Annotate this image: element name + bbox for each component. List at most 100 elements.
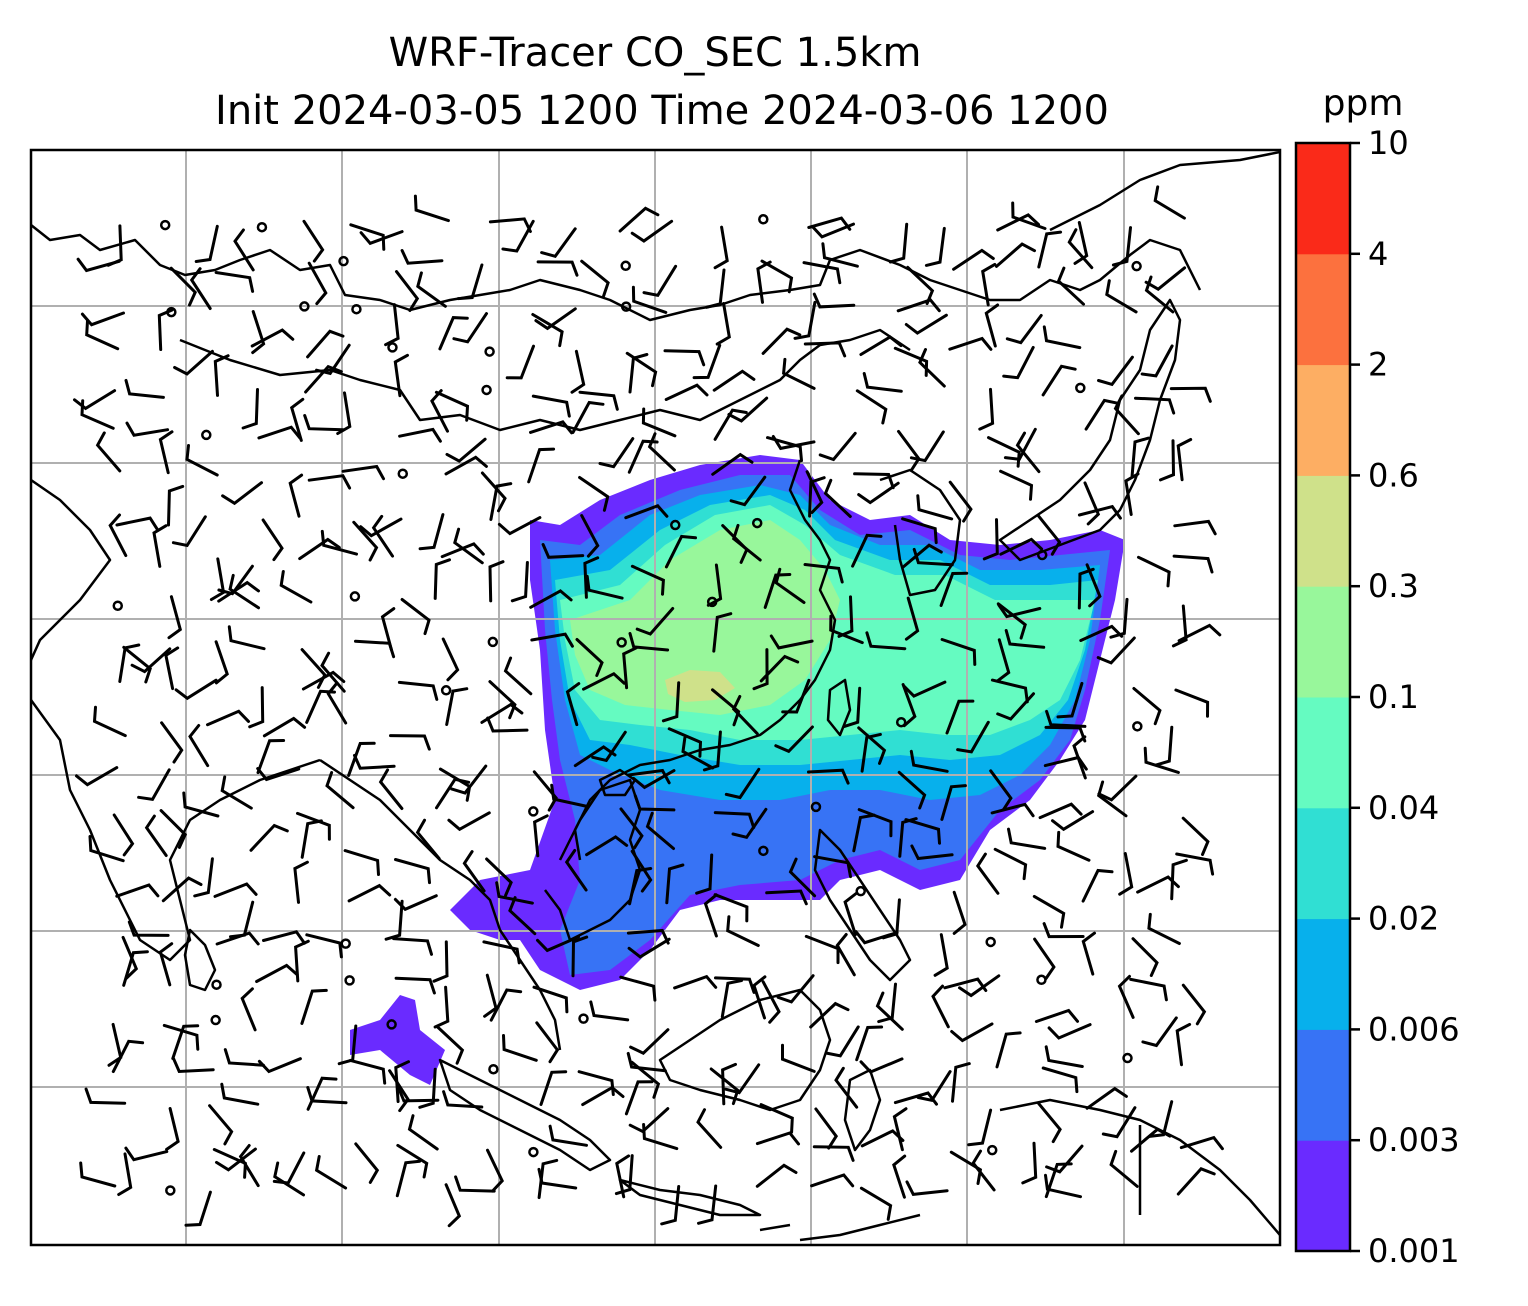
wind-barb xyxy=(395,270,420,312)
wind-barb xyxy=(776,974,815,1004)
wind-barb xyxy=(570,349,586,394)
wind-barb xyxy=(1045,709,1087,728)
coastline-north-asia xyxy=(31,224,1202,322)
wind-barb xyxy=(803,563,844,584)
wind-barb xyxy=(731,807,768,840)
wind-barb xyxy=(161,876,203,903)
wind-barb xyxy=(892,1154,907,1199)
wind-barb xyxy=(1056,830,1091,862)
wind-barb xyxy=(1176,438,1193,482)
wind-barb xyxy=(1109,597,1129,639)
wind-barb xyxy=(793,300,817,340)
wind-barb xyxy=(488,560,505,603)
wind-barb xyxy=(835,933,856,977)
wind-barb xyxy=(1177,623,1222,643)
wind-barb xyxy=(706,563,723,607)
wind-barb xyxy=(1081,868,1114,903)
wind-barb xyxy=(502,1034,538,1062)
wind-barb xyxy=(781,678,811,714)
wind-barb xyxy=(416,271,447,308)
calm-wind-marker xyxy=(351,303,362,315)
wind-barb xyxy=(84,1087,127,1105)
wind-barb xyxy=(532,770,558,812)
wind-barb xyxy=(395,1159,422,1198)
wind-barb xyxy=(289,397,305,442)
wind-barb xyxy=(1130,1127,1172,1153)
wind-barb xyxy=(630,219,674,243)
calm-wind-marker xyxy=(386,1019,397,1030)
wind-barb xyxy=(1137,555,1171,588)
colorbar-swatch xyxy=(1296,475,1350,587)
wind-barb xyxy=(73,389,117,411)
wind-barb xyxy=(249,823,289,852)
wind-barb xyxy=(407,1114,439,1151)
wind-barb xyxy=(1174,688,1210,718)
colorbar-swatch xyxy=(1296,143,1350,255)
wind-barb xyxy=(573,745,617,768)
wind-barb xyxy=(933,933,949,977)
wind-barb xyxy=(352,520,379,562)
wind-barb xyxy=(814,1107,839,1150)
wind-barb xyxy=(709,1067,740,1106)
wind-barb xyxy=(939,571,969,607)
wind-barb xyxy=(248,686,265,729)
wind-barb xyxy=(303,414,345,432)
wind-barb xyxy=(228,573,260,610)
wind-barb xyxy=(667,727,703,758)
wind-barb xyxy=(531,313,564,348)
wind-barb xyxy=(1044,1045,1084,1068)
gridlines xyxy=(31,150,1280,1245)
wind-barb xyxy=(162,1023,200,1051)
wind-barb xyxy=(763,573,792,609)
wind-barb xyxy=(952,248,995,271)
wind-barb xyxy=(462,850,486,893)
wind-barb xyxy=(990,802,1035,818)
wind-barb xyxy=(788,857,817,898)
wind-barb xyxy=(619,975,657,1002)
wind-barb xyxy=(752,975,767,1020)
calm-wind-marker xyxy=(1122,1052,1133,1064)
wind-barb xyxy=(1132,687,1162,726)
colorbar-swatch xyxy=(1296,807,1350,920)
wind-barb xyxy=(766,436,803,463)
wind-barb xyxy=(1175,1022,1192,1067)
calm-wind-marker xyxy=(758,214,769,225)
coastline-taiwan xyxy=(826,678,852,737)
wind-barb xyxy=(124,378,165,399)
wind-barb xyxy=(940,638,977,666)
wind-barb xyxy=(924,226,946,267)
wind-barb xyxy=(990,678,1029,704)
wind-barb xyxy=(130,647,172,674)
wind-barb xyxy=(761,327,802,355)
wind-barb xyxy=(1041,1066,1079,1094)
wind-barb xyxy=(1117,974,1135,1019)
wind-barb xyxy=(137,768,171,802)
wind-barb xyxy=(171,515,207,548)
wind-barb xyxy=(307,261,328,306)
wind-barb xyxy=(394,858,431,885)
wind-barb xyxy=(956,720,990,754)
wind-barb xyxy=(347,883,392,903)
wind-barb xyxy=(630,849,653,893)
wind-barb xyxy=(300,988,328,1025)
wind-barb xyxy=(859,335,903,356)
colorbar-swatch xyxy=(1296,1029,1350,1141)
wind-barb xyxy=(1015,431,1041,474)
wind-barb xyxy=(1097,355,1134,387)
wind-barb xyxy=(533,814,549,858)
wind-barb xyxy=(393,353,409,398)
wind-barb xyxy=(825,1025,860,1058)
wind-barb xyxy=(1042,325,1082,350)
wind-barb xyxy=(213,882,258,898)
wind-barb xyxy=(631,285,668,314)
wind-barb xyxy=(193,857,214,898)
wind-barb xyxy=(220,1082,260,1106)
wind-barb xyxy=(997,603,1042,619)
wind-barb xyxy=(999,469,1034,501)
wind-barb xyxy=(1140,344,1174,378)
wind-barb xyxy=(950,1022,994,1043)
field-level-0-patch xyxy=(350,995,445,1085)
wind-barb xyxy=(615,1154,631,1199)
coastline-srilanka xyxy=(183,928,217,992)
